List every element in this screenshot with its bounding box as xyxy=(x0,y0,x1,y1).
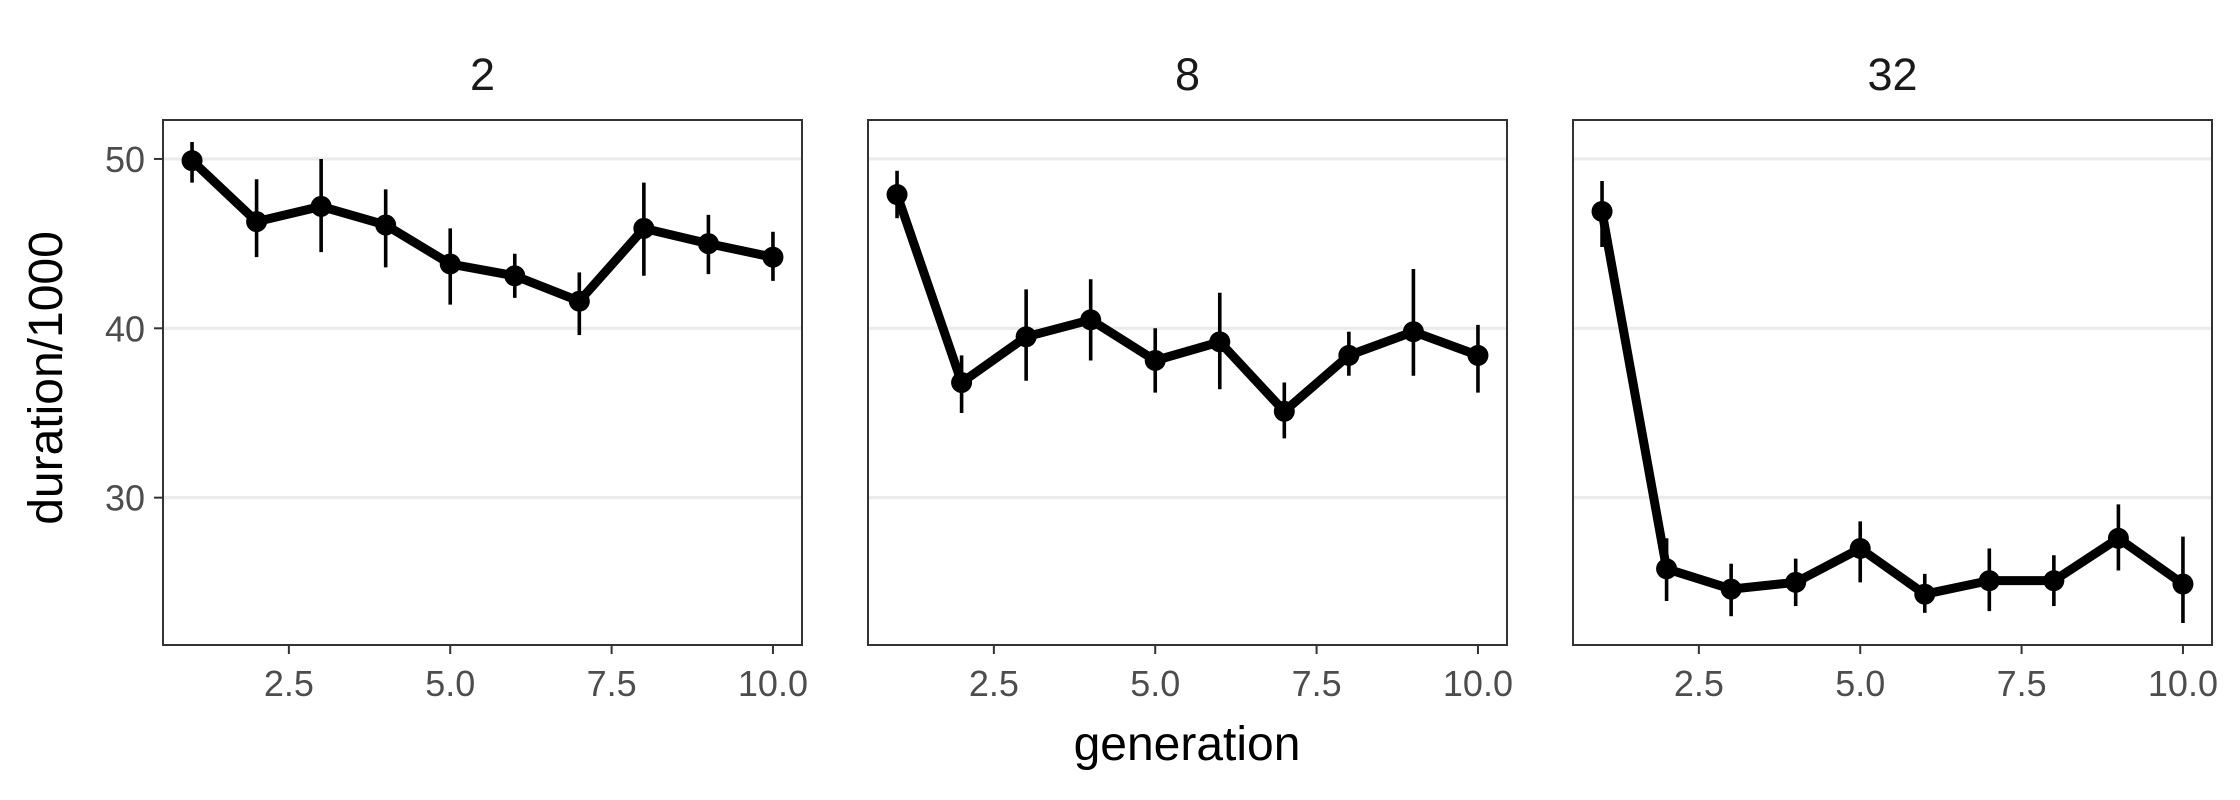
data-point xyxy=(1273,400,1295,422)
data-point xyxy=(1338,344,1360,366)
data-point xyxy=(504,265,526,287)
panel-border xyxy=(162,119,803,646)
data-point xyxy=(1015,326,1037,348)
facet-strip-label: 2 xyxy=(470,49,495,100)
data-point xyxy=(633,217,655,239)
data-point xyxy=(181,150,203,172)
facet-strip-label: 32 xyxy=(1867,49,1917,100)
x-tick-label: 5.0 xyxy=(1835,663,1885,704)
x-tick-label: 2.5 xyxy=(1674,663,1724,704)
data-point xyxy=(1656,558,1678,580)
data-point xyxy=(1080,309,1102,331)
x-tick-label: 2.5 xyxy=(969,663,1019,704)
facet-strip-label: 8 xyxy=(1175,49,1200,100)
x-tick-label: 5.0 xyxy=(1130,663,1180,704)
panel-border xyxy=(1572,119,2213,646)
y-tick-label: 40 xyxy=(105,308,145,349)
data-point xyxy=(886,184,908,206)
x-tick-label: 10.0 xyxy=(738,663,808,704)
data-point xyxy=(1467,344,1489,366)
y-axis-title: duration/1000 xyxy=(20,231,73,525)
facet-panels: 2 2.5 5.0 7.5 10.0 8 2.5 5.0 7.5 10.0 32 2.5 5.0 7.5 1… xyxy=(162,49,2218,704)
series-line xyxy=(1597,210,2186,599)
x-tick-label: 7.5 xyxy=(1997,663,2047,704)
data-point xyxy=(1591,200,1613,222)
data-point xyxy=(1914,583,1936,605)
data-point xyxy=(762,246,784,268)
data-point xyxy=(1785,571,1807,593)
panel-border xyxy=(867,119,1508,646)
facet-panel-2: 2 2.5 5.0 7.5 10.0 xyxy=(162,49,808,704)
x-tick-label: 5.0 xyxy=(425,663,475,704)
data-point xyxy=(439,253,461,275)
data-point xyxy=(951,372,973,393)
series-line xyxy=(892,193,1480,416)
data-point xyxy=(1209,331,1231,353)
x-tick-label: 2.5 xyxy=(264,663,314,704)
facet-panel-32: 32 2.5 5.0 7.5 10.0 xyxy=(1572,49,2218,704)
data-point xyxy=(568,290,590,312)
y-axis: 30 40 50 xyxy=(105,139,163,519)
data-point xyxy=(2043,570,2065,592)
data-point xyxy=(1978,570,2000,592)
x-tick-label: 10.0 xyxy=(1443,663,1513,704)
x-tick-label: 10.0 xyxy=(2148,663,2218,704)
data-point xyxy=(1144,349,1166,371)
x-tick-label: 7.5 xyxy=(587,663,637,704)
y-tick-label: 50 xyxy=(105,139,145,180)
data-point xyxy=(375,214,397,236)
data-point xyxy=(1849,537,1871,559)
data-point xyxy=(2172,573,2194,595)
data-point xyxy=(697,233,719,255)
data-point xyxy=(2107,527,2129,549)
x-tick-label: 7.5 xyxy=(1292,663,1342,704)
y-tick-label: 30 xyxy=(105,478,145,519)
series-line xyxy=(188,157,774,306)
data-point xyxy=(1402,321,1424,343)
data-point xyxy=(310,195,332,217)
panel-background xyxy=(162,119,803,646)
data-point xyxy=(246,211,268,233)
data-point xyxy=(1720,578,1742,600)
facet-panel-8: 8 2.5 5.0 7.5 10.0 xyxy=(867,49,1513,704)
x-axis-title: generation xyxy=(1074,718,1301,771)
